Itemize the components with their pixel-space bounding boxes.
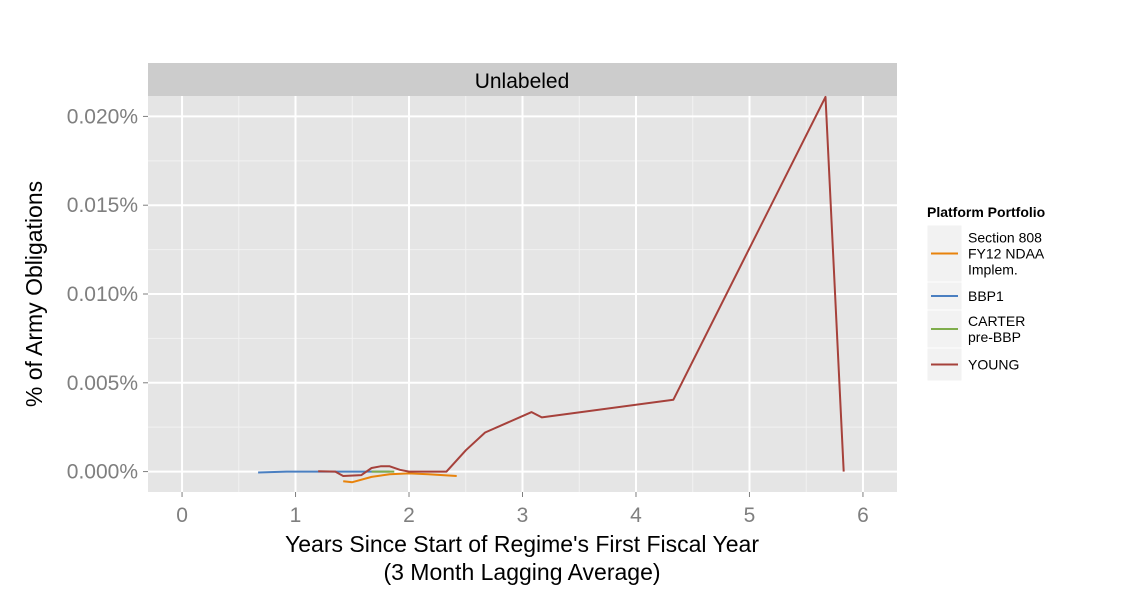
legend-label: BBP1: [968, 288, 1004, 304]
legend-label-line: pre-BBP: [968, 329, 1021, 345]
y-axis: 0.000% 0.005% 0.010% 0.015% 0.020%: [67, 105, 148, 484]
legend-label-line: Section 808: [968, 230, 1042, 246]
legend: Platform Portfolio Section 808 FY12 NDAA I…: [926, 204, 1045, 382]
x-tick-label: 5: [744, 504, 756, 527]
y-tick-label: 0.020%: [67, 105, 138, 128]
facet-strip: [148, 63, 897, 96]
x-tick-label: 4: [630, 504, 642, 527]
x-axis: 0 1 2 3 4 5 6: [176, 492, 869, 527]
legend-label: YOUNG: [968, 357, 1019, 373]
x-axis-title-line: (3 Month Lagging Average): [383, 559, 660, 585]
legend-label: CARTER pre-BBP: [968, 313, 1025, 345]
series-line-3: [318, 95, 845, 477]
legend-label-line: Implem.: [968, 262, 1018, 278]
y-tick-label: 0.015%: [67, 194, 138, 217]
y-tick-label: 0.010%: [67, 283, 138, 306]
series-lines: [258, 95, 845, 484]
legend-label: Section 808 FY12 NDAA Implem.: [968, 230, 1045, 278]
legend-label-line: FY12 NDAA: [968, 246, 1045, 262]
legend-label-line: CARTER: [968, 313, 1025, 329]
legend-label-line: BBP1: [968, 288, 1004, 304]
legend-label-line: YOUNG: [968, 357, 1019, 373]
series-line-0: [343, 472, 457, 484]
y-axis-title: % of Army Obligations: [21, 181, 47, 407]
facet-label: Unlabeled: [475, 70, 570, 93]
x-tick-label: 1: [290, 504, 302, 527]
x-tick-label: 2: [403, 504, 415, 527]
x-tick-label: 0: [176, 504, 188, 527]
x-axis-title: Years Since Start of Regime's First Fisc…: [285, 531, 759, 585]
y-tick-label: 0.005%: [67, 372, 138, 395]
legend-title: Platform Portfolio: [927, 204, 1045, 220]
x-axis-title-line: Years Since Start of Regime's First Fisc…: [285, 531, 759, 557]
x-tick-label: 6: [857, 504, 869, 527]
x-tick-label: 3: [517, 504, 529, 527]
y-tick-label: 0.000%: [67, 461, 138, 484]
